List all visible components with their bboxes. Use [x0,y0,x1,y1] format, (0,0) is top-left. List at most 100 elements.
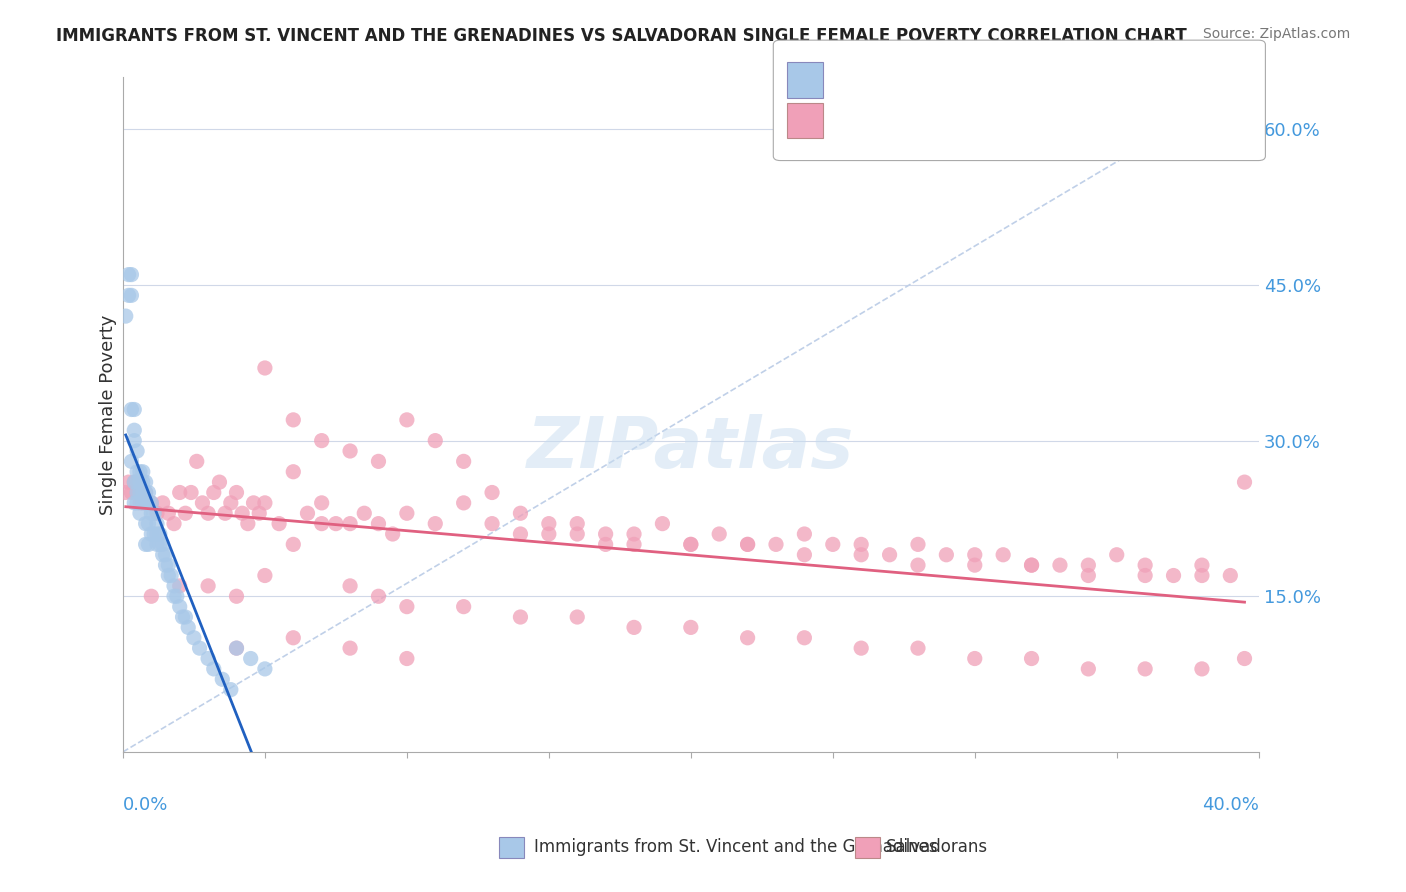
Point [651,516,673,531]
Point [367,454,389,468]
Point [132,475,155,489]
Point [765,537,787,551]
Point [567,516,589,531]
Point [135,537,157,551]
Text: 0.0%: 0.0% [122,796,169,814]
Point [211,673,233,687]
Text: R = -0.222  N= 122: R = -0.222 N= 122 [815,112,979,129]
Point [124,402,146,417]
Point [135,475,157,489]
Point [114,485,136,500]
Point [311,496,333,510]
Point [851,537,873,551]
Point [283,413,305,427]
Point [851,548,873,562]
Point [963,558,986,573]
Point [1233,651,1256,665]
Point [1191,662,1213,676]
Point [188,641,211,656]
Point [283,537,305,551]
Point [381,527,404,541]
Point [129,485,152,500]
Point [395,413,418,427]
Point [138,537,160,551]
Point [595,527,617,541]
Point [197,651,219,665]
Text: IMMIGRANTS FROM ST. VINCENT AND THE GRENADINES VS SALVADORAN SINGLE FEMALE POVER: IMMIGRANTS FROM ST. VINCENT AND THE GREN… [56,27,1187,45]
Point [595,537,617,551]
Point [135,516,157,531]
Point [367,589,389,603]
Point [481,516,503,531]
Point [124,475,146,489]
Point [231,506,253,520]
Point [219,682,242,697]
Point [453,454,475,468]
Point [129,465,152,479]
Point [991,548,1014,562]
Point [169,599,191,614]
Point [679,620,702,634]
Point [183,631,205,645]
Point [127,475,149,489]
Point [737,537,759,551]
Point [174,610,197,624]
Point [1133,662,1156,676]
Point [180,485,202,500]
Point [253,496,276,510]
Point [395,599,418,614]
Point [1105,548,1128,562]
Point [127,465,149,479]
Point [253,568,276,582]
Point [679,537,702,551]
Point [425,434,447,448]
Point [208,475,231,489]
Point [120,485,142,500]
Point [155,548,177,562]
Point [186,454,208,468]
Point [124,496,146,510]
Point [146,537,169,551]
Point [225,589,247,603]
Point [127,444,149,458]
Point [395,651,418,665]
Point [138,485,160,500]
Text: Immigrants from St. Vincent and the Grenadines: Immigrants from St. Vincent and the Gren… [534,838,938,856]
Point [225,641,247,656]
Point [117,268,139,282]
Point [339,579,361,593]
Point [623,537,645,551]
Point [127,485,149,500]
Point [1163,568,1185,582]
Point [353,506,375,520]
Point [851,641,873,656]
Point [127,496,149,510]
Point [311,516,333,531]
Point [1021,651,1043,665]
Point [152,537,174,551]
Point [225,641,247,656]
Point [1233,475,1256,489]
Point [152,496,174,510]
Point [453,599,475,614]
Point [152,548,174,562]
Point [339,444,361,458]
Point [202,485,225,500]
Point [509,527,531,541]
Point [155,558,177,573]
Point [679,537,702,551]
Point [297,506,319,520]
Point [623,620,645,634]
Text: 40.0%: 40.0% [1202,796,1258,814]
Point [129,496,152,510]
Point [567,527,589,541]
Point [793,527,815,541]
Point [197,506,219,520]
Point [963,548,986,562]
Point [1133,558,1156,573]
Point [169,579,191,593]
Point [283,465,305,479]
Point [132,496,155,510]
Y-axis label: Single Female Poverty: Single Female Poverty [100,315,117,515]
Point [124,423,146,437]
